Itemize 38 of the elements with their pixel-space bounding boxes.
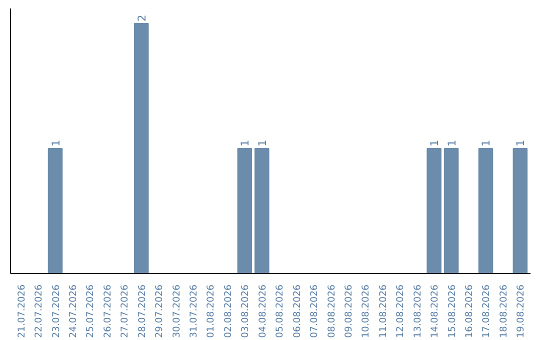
data-label: 1 <box>238 140 252 146</box>
x-tick-label: 26.07.2026 <box>102 284 114 338</box>
x-tick-label: 04.08.2026 <box>257 284 268 338</box>
data-label: 1 <box>445 140 458 146</box>
x-tick-label: 28.07.2026 <box>136 284 148 338</box>
data-label: 1 <box>256 140 269 146</box>
x-tick-label: 11.08.2026 <box>378 284 389 338</box>
data-label: 1 <box>49 140 62 146</box>
x-tick-label: 05.08.2026 <box>274 284 286 338</box>
x-tick-label: 23.07.2026 <box>50 284 62 338</box>
x-tick-label: 03.08.2026 <box>240 284 252 338</box>
x-tick-label: 01.08.2026 <box>206 284 217 338</box>
x-tick-label: 18.08.2026 <box>498 284 510 338</box>
x-tick-label: 15.08.2026 <box>446 284 458 338</box>
x-tick-label: 12.08.2026 <box>395 284 406 338</box>
data-label: 2 <box>135 14 148 22</box>
x-tick-label: 29.07.2026 <box>154 284 166 338</box>
x-tick-label: 07.08.2026 <box>309 284 320 338</box>
x-tick-label: 24.07.2026 <box>68 284 79 338</box>
x-tick-label: 25.07.2026 <box>85 284 96 338</box>
x-tick-label: 10.08.2026 <box>360 284 372 338</box>
x-tick-label: 27.07.2026 <box>120 284 131 338</box>
x-tick-label: 30.07.2026 <box>171 284 182 338</box>
x-tick-label: 14.08.2026 <box>430 284 441 338</box>
x-tick-label: 02.08.2026 <box>222 284 234 338</box>
x-tick-label: 17.08.2026 <box>481 284 492 338</box>
x-tick-label: 06.08.2026 <box>292 284 303 338</box>
data-label: 1 <box>428 140 442 146</box>
x-tick-label: 13.08.2026 <box>412 284 424 338</box>
x-tick-label: 19.08.2026 <box>516 284 527 338</box>
x-tick-label: 22.07.2026 <box>34 284 45 338</box>
x-tick-label: 08.08.2026 <box>326 284 338 338</box>
data-label: 1 <box>514 140 528 146</box>
x-tick-label: 09.08.2026 <box>343 284 354 338</box>
x-tick-label: 21.07.2026 <box>16 284 28 338</box>
data-label: 1 <box>480 140 493 146</box>
x-tick-label: 16.08.2026 <box>464 284 476 338</box>
x-tick-label: 31.07.2026 <box>188 284 200 338</box>
